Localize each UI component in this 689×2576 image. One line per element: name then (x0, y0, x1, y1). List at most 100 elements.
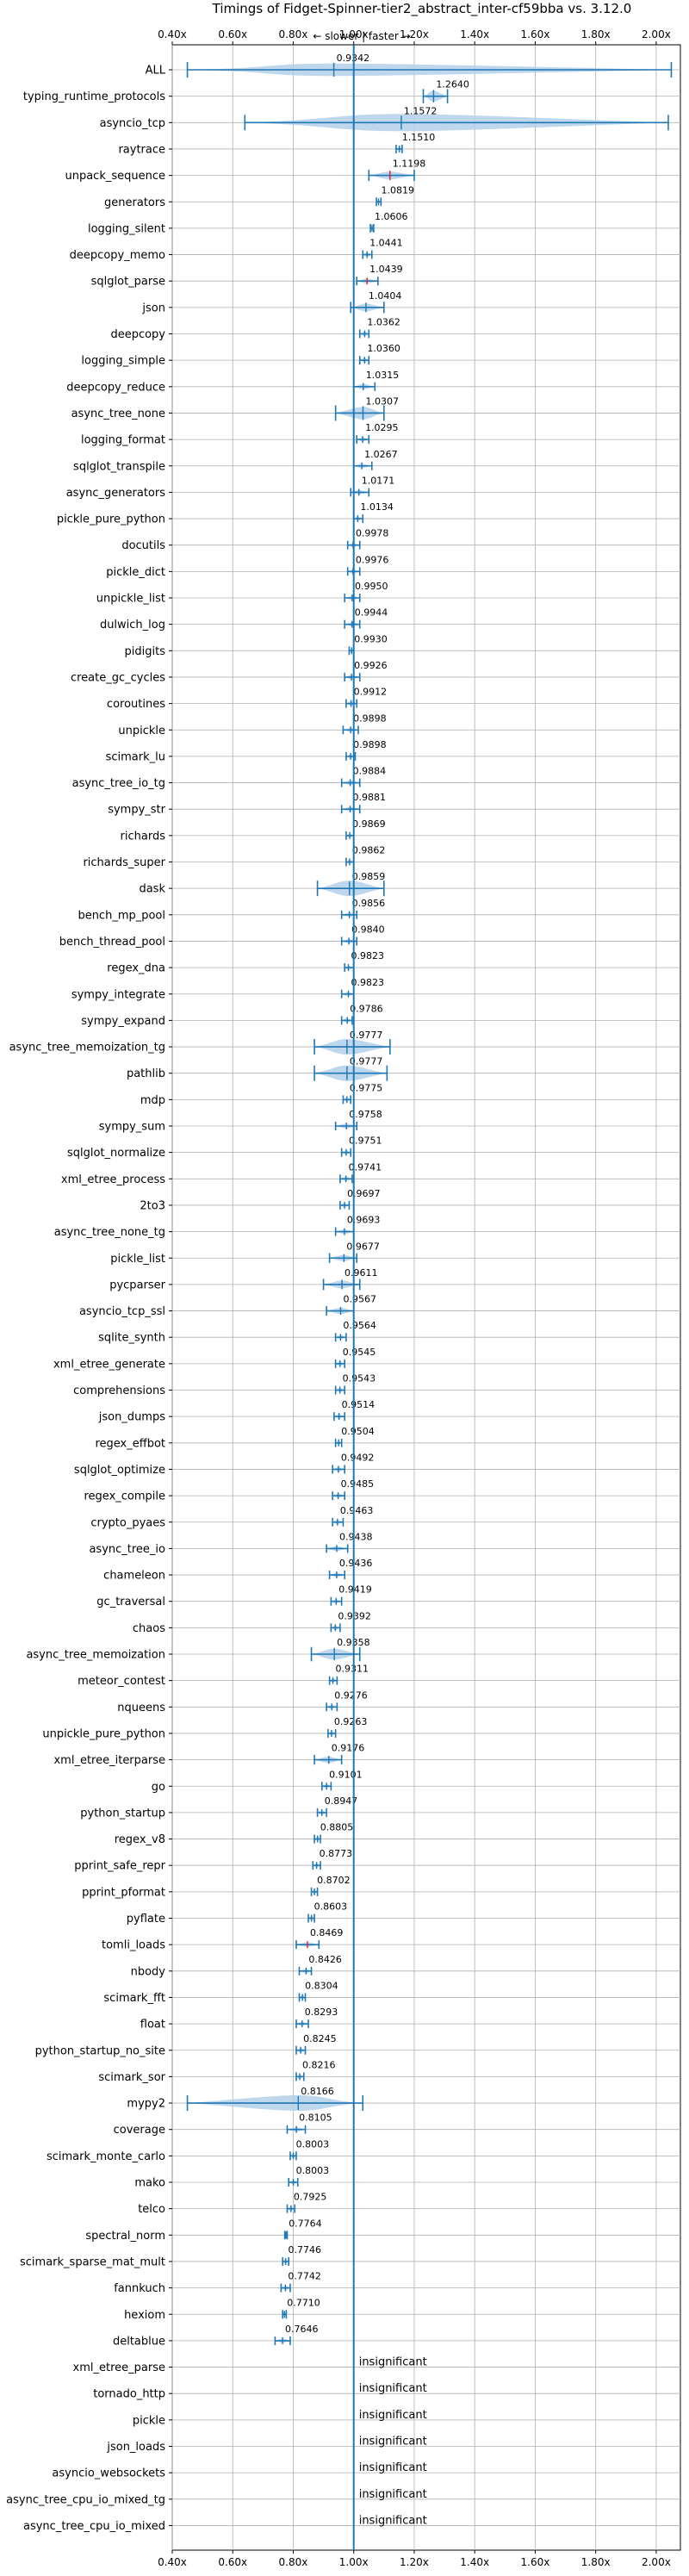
violin-xml_etree_iterparse (313, 1755, 343, 1765)
benchmark-label: sympy_sum (99, 1121, 165, 1134)
value-label: 0.9978 (356, 528, 389, 539)
violin-mdp (342, 1095, 352, 1104)
benchmark-label: regex_v8 (115, 1833, 165, 1846)
value-label: 0.9419 (338, 1584, 372, 1596)
violin-pickle_list (328, 1253, 358, 1263)
benchmark-label: scimark_fft (103, 1992, 165, 2005)
value-label: 1.0171 (362, 475, 395, 486)
value-label: 0.9504 (341, 1426, 375, 1437)
value-label: 0.8702 (317, 1875, 351, 1886)
benchmark-label: sympy_integrate (71, 988, 165, 1001)
benchmark-label: pathlib (127, 1067, 165, 1080)
benchmark-label: async_tree_none_tg (54, 1226, 165, 1239)
violin-regex_v8 (313, 1834, 321, 1844)
violin-raytrace (395, 144, 403, 153)
value-label: 1.0134 (360, 501, 394, 513)
benchmark-label: fannkuch (114, 2282, 165, 2295)
insignificant-label: insignificant (359, 2488, 427, 2501)
violin-sympy_sum (334, 1122, 358, 1130)
value-label: 0.7742 (288, 2271, 321, 2282)
benchmark-label: xml_etree_process (61, 1173, 165, 1186)
benchmark-label: deltablue (113, 2335, 165, 2348)
value-label: 0.8105 (299, 2112, 332, 2124)
violin-regex_compile (332, 1491, 345, 1501)
value-label: 0.8426 (308, 1954, 342, 1965)
violin-sqlglot_optimize (332, 1465, 345, 1474)
slower-faster-annotation: ← slower | faster → (313, 30, 411, 42)
value-label: 0.9543 (343, 1373, 376, 1384)
benchmark-label: async_tree_cpu_io_mixed (23, 2520, 165, 2533)
benchmark-label: async_generators (66, 487, 166, 500)
value-label: 0.9881 (353, 792, 387, 803)
violin-unpickle_pure_python (327, 1728, 337, 1738)
benchmark-label: raytrace (118, 143, 165, 156)
value-label: 0.7710 (287, 2297, 320, 2308)
violin-pprint_pformat (310, 1887, 319, 1896)
value-label: 0.8947 (325, 1795, 358, 1807)
violin-python_startup (316, 1808, 327, 1817)
value-label: 0.8293 (305, 2007, 338, 2018)
value-label: 1.0439 (369, 264, 403, 275)
value-label: 0.9976 (356, 554, 389, 565)
benchmark-label: gc_traversal (96, 1596, 165, 1608)
value-label: 0.9463 (340, 1505, 374, 1516)
x-tick-label-top: 1.00x (339, 28, 369, 40)
value-label: 0.9950 (355, 581, 388, 592)
value-label: 0.7646 (285, 2324, 319, 2335)
value-label: 1.2640 (436, 79, 469, 90)
benchmark-label: sqlglot_optimize (74, 1464, 165, 1477)
violin-regex_dna (344, 963, 355, 973)
violin-tomli_loads (295, 1940, 320, 1950)
violin-2to3 (339, 1200, 351, 1210)
value-label: 0.9912 (354, 687, 388, 698)
value-label: 0.9492 (341, 1452, 375, 1463)
value-label: 0.9786 (350, 1003, 383, 1014)
value-label: 0.8003 (296, 2138, 330, 2150)
benchmark-label: regex_dna (107, 962, 165, 975)
benchmark-label: async_tree_io (89, 1543, 165, 1556)
benchmark-label: json_loads (106, 2441, 165, 2454)
value-label: 0.9823 (351, 950, 384, 961)
value-label: 0.9926 (354, 660, 388, 671)
value-label: 0.8469 (310, 1927, 344, 1938)
violin-hexiom (282, 2310, 288, 2319)
benchmark-label: asyncio_tcp (100, 117, 165, 130)
violin-logging_silent (369, 223, 375, 233)
benchmark-label: nqueens (117, 1702, 165, 1714)
x-tick-label-bottom: 0.60x (218, 2556, 247, 2568)
value-label: 0.7746 (289, 2244, 322, 2256)
benchmark-label: asyncio_websockets (52, 2467, 165, 2480)
violin-pprint_safe_repr (312, 1861, 321, 1870)
value-label: 1.0362 (367, 317, 400, 328)
value-label: 1.0307 (365, 395, 399, 407)
benchmark-label: richards_super (83, 856, 165, 869)
benchmark-label: create_gc_cycles (71, 671, 165, 684)
x-tick-label-bottom: 1.40x (460, 2556, 489, 2568)
benchmark-label: async_tree_none (71, 408, 165, 420)
violin-sqlite_synth (334, 1333, 347, 1342)
x-tick-label-top: 1.60x (521, 28, 550, 40)
value-label: 0.9677 (346, 1241, 380, 1252)
violin-logging_simple (358, 356, 370, 365)
benchmark-label: telco (138, 2203, 165, 2216)
value-label: 1.0404 (369, 290, 402, 302)
violin-ALL (186, 62, 673, 78)
benchmark-label: unpickle_pure_python (42, 1727, 165, 1740)
benchmark-label: scimark_monte_carlo (47, 2150, 165, 2163)
benchmark-label: coroutines (107, 698, 165, 711)
violin-generators (376, 197, 382, 207)
benchmark-label: pidigits (125, 645, 166, 658)
x-tick-label-bottom: 1.20x (400, 2556, 429, 2568)
x-tick-label-top: 0.60x (218, 28, 247, 40)
violin-deepcopy_reduce (352, 382, 376, 391)
benchmark-label: unpack_sequence (65, 170, 165, 183)
x-tick-label-bottom: 0.40x (158, 2556, 187, 2568)
violin-regex_effbot (334, 1438, 343, 1447)
value-label: 0.9741 (349, 1161, 382, 1173)
benchmark-label: sqlglot_parse (91, 276, 165, 289)
violin-comprehensions (334, 1385, 345, 1395)
benchmark-label: coverage (114, 2124, 165, 2137)
benchmark-label: go (152, 1781, 165, 1794)
insignificant-label: insignificant (359, 2409, 427, 2422)
